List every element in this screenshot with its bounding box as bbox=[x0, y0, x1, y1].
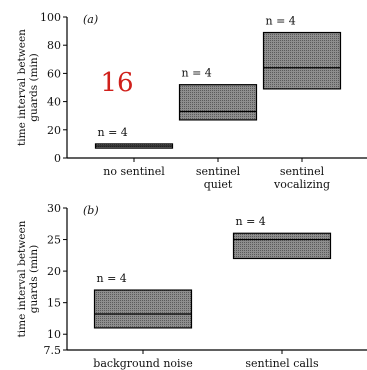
box bbox=[178, 84, 258, 121]
annotation-number: 16 bbox=[100, 68, 133, 98]
box bbox=[232, 232, 332, 260]
panel-b: 7.5 10 15 20 25 30 time interval betweenguards… bbox=[16, 202, 367, 370]
y-tick-label: 80 bbox=[47, 39, 61, 52]
y-axis-label: time interval betweenguards (min) bbox=[16, 29, 40, 146]
y-tick-label: 30 bbox=[47, 202, 61, 215]
category-label: sentinel quiet bbox=[196, 165, 241, 191]
y-tick-label: 20 bbox=[47, 265, 61, 278]
y-tick-label: 7.5 bbox=[44, 344, 62, 357]
y-axis-label: time interval betweenguards (min) bbox=[16, 220, 40, 337]
y-tick-label: 60 bbox=[47, 67, 61, 80]
category-label: no sentinel bbox=[103, 165, 165, 178]
n-label: n = 4 bbox=[236, 215, 266, 228]
n-label: n = 4 bbox=[182, 67, 212, 80]
y-tick-label: 0 bbox=[54, 152, 61, 165]
panel-label: (b) bbox=[83, 204, 99, 217]
y-tick-label: 40 bbox=[47, 96, 61, 109]
box bbox=[262, 31, 342, 90]
y-tick-label: 10 bbox=[47, 328, 61, 341]
category-label: sentinel vocalizing bbox=[273, 165, 330, 191]
y-tick-label: 100 bbox=[40, 11, 61, 24]
panel-label: (a) bbox=[83, 13, 98, 26]
n-label: n = 4 bbox=[97, 272, 127, 285]
category-label: sentinel calls bbox=[245, 357, 319, 370]
box bbox=[93, 289, 193, 329]
y-tick-label: 25 bbox=[47, 234, 61, 247]
y-tick-label: 15 bbox=[47, 297, 61, 310]
n-label: n = 4 bbox=[98, 126, 128, 139]
category-label: background noise bbox=[93, 357, 192, 370]
n-label: n = 4 bbox=[266, 15, 296, 28]
y-tick-label: 20 bbox=[47, 124, 61, 137]
